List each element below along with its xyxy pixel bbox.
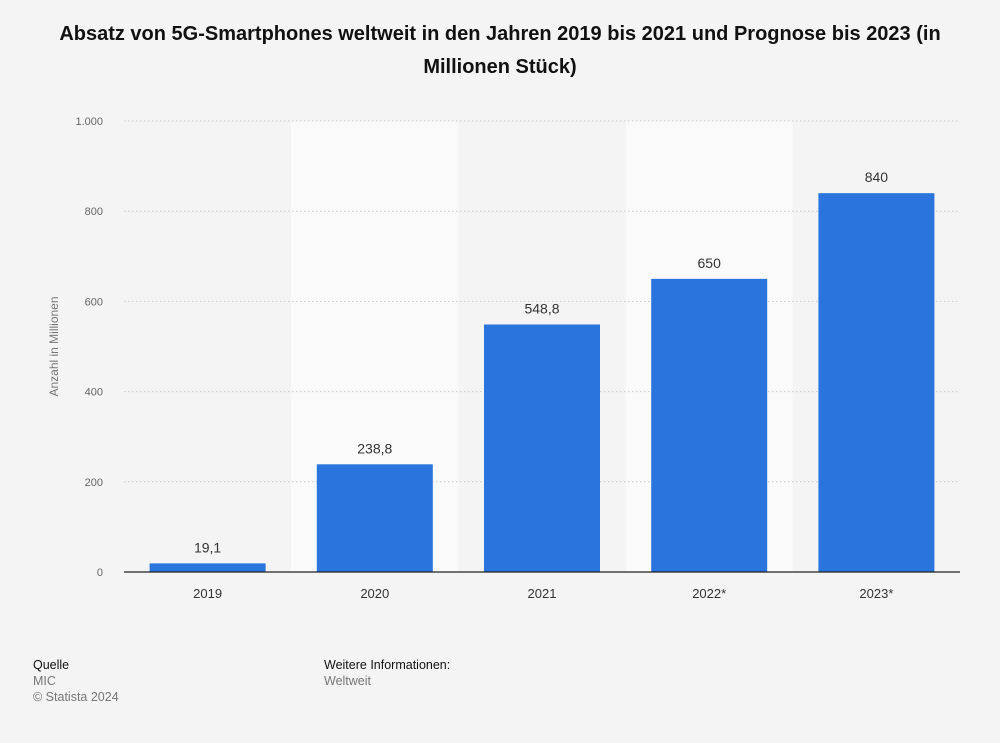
data-label: 19,1 bbox=[194, 539, 221, 555]
y-tick-label: 600 bbox=[85, 296, 103, 308]
data-label: 840 bbox=[865, 169, 889, 185]
x-tick-label: 2020 bbox=[360, 586, 389, 601]
x-tick-label: 2023* bbox=[859, 586, 893, 601]
x-tick-label: 2021 bbox=[528, 586, 557, 601]
bar bbox=[651, 278, 768, 572]
data-label: 650 bbox=[698, 255, 722, 271]
y-tick-label: 200 bbox=[85, 477, 103, 489]
data-label: 548,8 bbox=[524, 300, 559, 316]
source-name[interactable]: MIC bbox=[33, 674, 56, 688]
x-tick-label: 2019 bbox=[193, 586, 222, 601]
chart-title: Absatz von 5G-Smartphones weltweit in de… bbox=[59, 23, 941, 78]
y-tick-label: 800 bbox=[85, 206, 103, 218]
column-background bbox=[124, 121, 292, 572]
y-tick-label: 400 bbox=[85, 387, 103, 399]
x-tick-label: 2022* bbox=[692, 586, 726, 601]
bar bbox=[149, 563, 266, 572]
info-heading: Weitere Informationen: bbox=[324, 658, 451, 672]
data-label: 238,8 bbox=[357, 440, 392, 456]
y-axis-title: Anzahl in Millionen bbox=[47, 296, 61, 396]
copyright-text: © Statista 2024 bbox=[33, 690, 119, 704]
source-heading: Quelle bbox=[33, 658, 70, 672]
info-block: Weitere Informationen: Weltweit bbox=[324, 657, 450, 689]
bar bbox=[316, 464, 433, 572]
bar bbox=[818, 193, 935, 572]
bar bbox=[484, 324, 600, 572]
y-tick-label: 0 bbox=[97, 567, 103, 579]
source-block: Quelle MIC © Statista 2024 bbox=[33, 657, 119, 705]
info-text: Weltweit bbox=[324, 674, 372, 688]
y-tick-label: 1.000 bbox=[75, 116, 103, 128]
